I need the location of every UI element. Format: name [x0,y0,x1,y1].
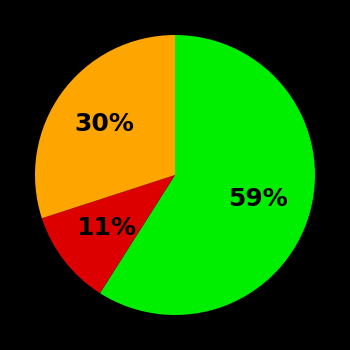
Wedge shape [100,35,315,315]
Wedge shape [42,175,175,293]
Text: 11%: 11% [76,216,136,240]
Text: 30%: 30% [75,112,135,136]
Text: 59%: 59% [229,187,288,211]
Wedge shape [35,35,175,218]
